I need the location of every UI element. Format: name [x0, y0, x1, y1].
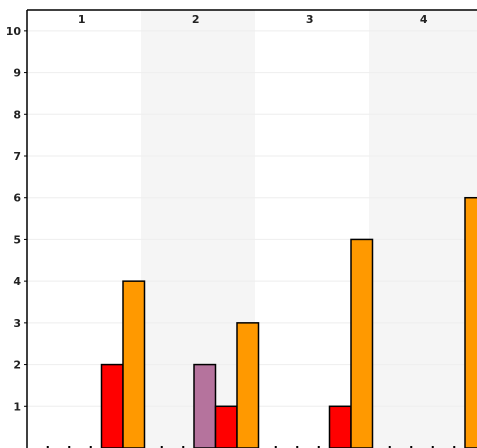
y-tick-label: 1 [13, 400, 21, 413]
bar [236, 322, 260, 448]
bar [328, 405, 352, 448]
y-tick-label: 7 [13, 150, 21, 163]
bar [193, 363, 217, 448]
zero-bar-marker [317, 446, 320, 448]
y-tick-label: 3 [13, 317, 21, 330]
y-tick-label: 10 [6, 25, 22, 38]
zero-bar-marker [388, 446, 391, 448]
category-band [369, 10, 477, 448]
category-band [255, 10, 369, 448]
y-tick-label: 4 [13, 275, 21, 288]
y-tick-label: 5 [13, 233, 21, 246]
y-tick-label: 9 [13, 67, 21, 80]
y-tick-label: 2 [13, 359, 21, 372]
bar [214, 405, 238, 448]
zero-bar-marker [68, 446, 71, 448]
y-tick-label: 8 [13, 108, 21, 121]
zero-bar-marker [160, 446, 163, 448]
bar [122, 280, 146, 448]
y-tick-label: 6 [13, 192, 21, 205]
category-label: 1 [78, 13, 86, 26]
category-label: 2 [192, 13, 200, 26]
zero-bar-marker [182, 446, 185, 448]
zero-bar-marker [431, 446, 434, 448]
zero-bar-marker [410, 446, 413, 448]
zero-bar-marker [89, 446, 92, 448]
bar [350, 238, 374, 448]
bar [100, 363, 124, 448]
zero-bar-marker [274, 446, 277, 448]
zero-bar-marker [296, 446, 299, 448]
category-label: 4 [420, 13, 428, 26]
category-label: 3 [306, 13, 314, 26]
zero-bar-marker [453, 446, 456, 448]
bar [464, 196, 477, 448]
zero-bar-marker [46, 446, 49, 448]
